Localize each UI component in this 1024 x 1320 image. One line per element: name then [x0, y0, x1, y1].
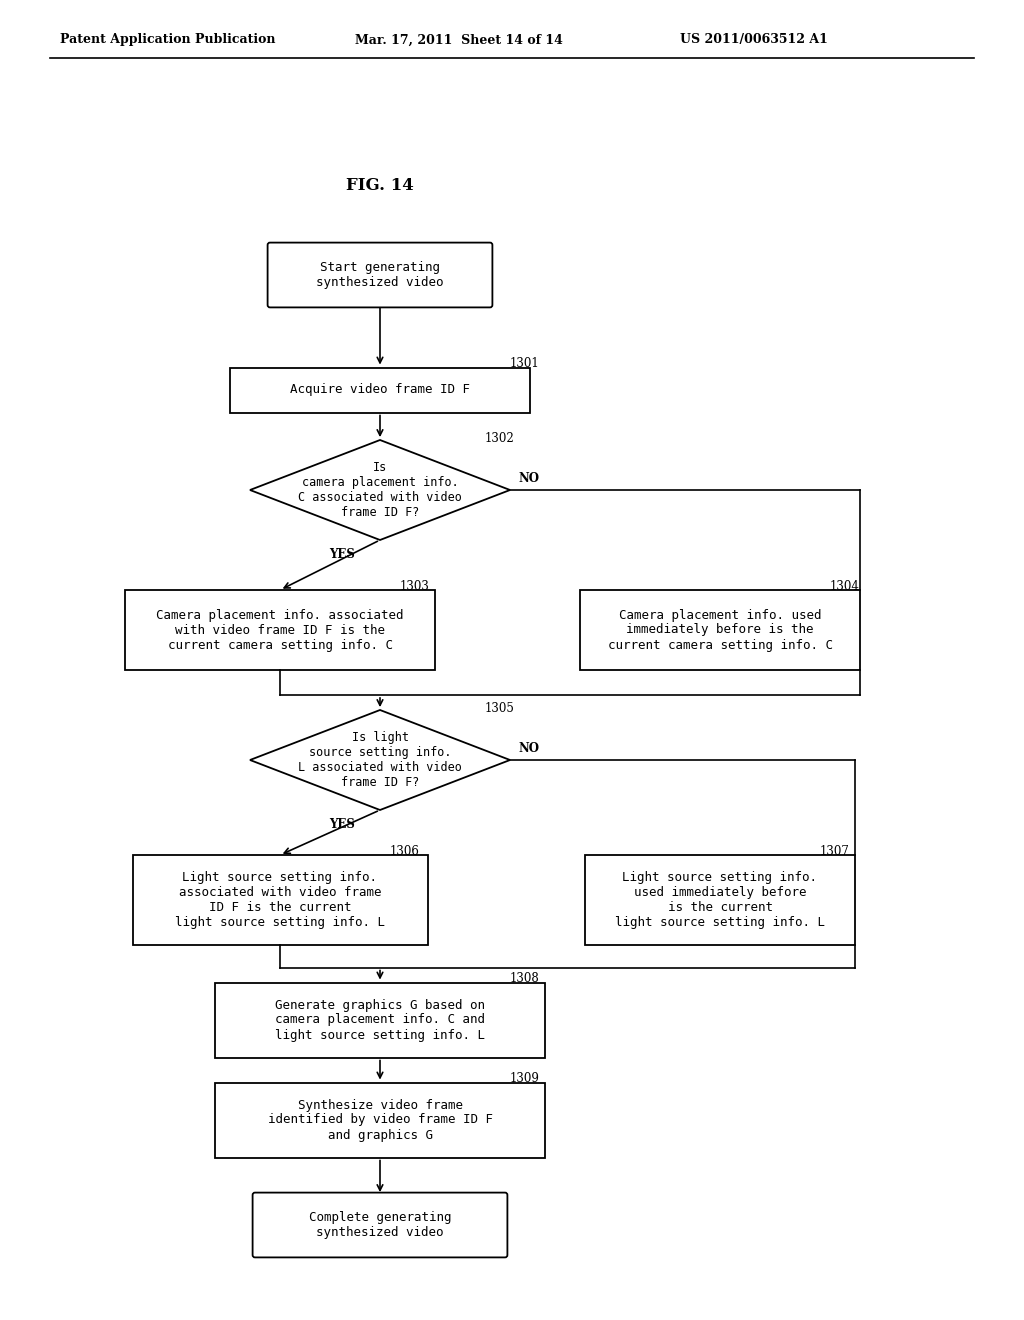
Bar	[215, 982, 545, 1057]
Text: Acquire video frame ID F: Acquire video frame ID F	[290, 384, 470, 396]
Text: 1302: 1302	[485, 432, 515, 445]
Text: Start generating
synthesized video: Start generating synthesized video	[316, 261, 443, 289]
Bar	[585, 855, 855, 945]
Text: 1308: 1308	[510, 972, 540, 985]
Text: 1306: 1306	[390, 845, 420, 858]
Text: 1304: 1304	[830, 579, 860, 593]
Text: US 2011/0063512 A1: US 2011/0063512 A1	[680, 33, 827, 46]
Text: Is light
source setting info.
L associated with video
frame ID F?: Is light source setting info. L associat…	[298, 731, 462, 789]
Text: 1301: 1301	[510, 356, 540, 370]
Text: NO: NO	[518, 742, 539, 755]
Text: 1305: 1305	[485, 702, 515, 715]
Text: Synthesize video frame
identified by video frame ID F
and graphics G: Synthesize video frame identified by vid…	[267, 1098, 493, 1142]
Text: Mar. 17, 2011  Sheet 14 of 14: Mar. 17, 2011 Sheet 14 of 14	[355, 33, 563, 46]
Bar	[580, 590, 860, 671]
Text: FIG. 14: FIG. 14	[346, 177, 414, 194]
Text: 1303: 1303	[400, 579, 430, 593]
Polygon shape	[250, 710, 510, 810]
Text: Complete generating
synthesized video: Complete generating synthesized video	[309, 1210, 452, 1239]
Text: Generate graphics G based on
camera placement info. C and
light source setting i: Generate graphics G based on camera plac…	[275, 998, 485, 1041]
Text: Light source setting info.
used immediately before
is the current
light source s: Light source setting info. used immediat…	[615, 871, 825, 929]
Text: Light source setting info.
associated with video frame
ID F is the current
light: Light source setting info. associated wi…	[175, 871, 385, 929]
Text: NO: NO	[518, 473, 539, 484]
FancyBboxPatch shape	[253, 1192, 508, 1258]
Bar	[125, 590, 435, 671]
Text: YES: YES	[329, 818, 355, 832]
Text: Patent Application Publication: Patent Application Publication	[60, 33, 275, 46]
FancyBboxPatch shape	[267, 243, 493, 308]
Bar	[230, 367, 530, 412]
Bar	[215, 1082, 545, 1158]
Bar	[132, 855, 427, 945]
Text: 1309: 1309	[510, 1072, 540, 1085]
Text: YES: YES	[329, 548, 355, 561]
Text: 1307: 1307	[820, 845, 850, 858]
Text: Is
camera placement info.
C associated with video
frame ID F?: Is camera placement info. C associated w…	[298, 461, 462, 519]
Polygon shape	[250, 440, 510, 540]
Text: Camera placement info. used
immediately before is the
current camera setting inf: Camera placement info. used immediately …	[607, 609, 833, 652]
Text: Camera placement info. associated
with video frame ID F is the
current camera se: Camera placement info. associated with v…	[157, 609, 403, 652]
